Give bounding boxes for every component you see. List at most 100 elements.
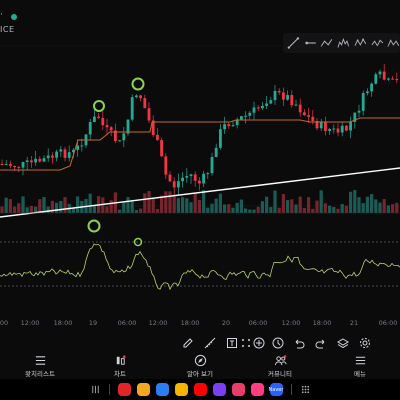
plus-icon[interactable] bbox=[252, 336, 266, 350]
candle-body bbox=[382, 71, 386, 80]
candle-body bbox=[395, 79, 399, 81]
nav-watchlist-label: 왓치리스트 bbox=[25, 370, 55, 378]
volume-bar bbox=[172, 194, 176, 213]
pitchfork-icon[interactable] bbox=[320, 36, 333, 50]
music-app-icon[interactable] bbox=[212, 383, 226, 396]
volume-bar bbox=[391, 204, 395, 213]
price-chart[interactable] bbox=[0, 36, 400, 316]
volume-bar bbox=[63, 197, 67, 213]
chrome-app-icon[interactable] bbox=[174, 383, 188, 396]
messages-app-icon[interactable] bbox=[155, 383, 169, 396]
nav-explore[interactable]: 알아 보기 bbox=[160, 353, 240, 379]
candle-body bbox=[227, 124, 231, 127]
chart-icon bbox=[116, 355, 126, 365]
candle-body bbox=[336, 128, 340, 133]
volume-bar bbox=[239, 199, 243, 213]
volume-bars bbox=[0, 190, 399, 213]
candle-body bbox=[240, 116, 243, 120]
candle-body bbox=[366, 91, 369, 93]
volume-bar bbox=[323, 203, 327, 213]
nav-chart-label: 차트 bbox=[114, 370, 126, 378]
candle-body bbox=[38, 158, 42, 162]
trend-line-drawing[interactable] bbox=[0, 167, 400, 218]
volume-bar bbox=[252, 209, 256, 213]
symbol-header[interactable]: · ICE bbox=[0, 0, 400, 36]
volume-bar bbox=[164, 191, 168, 213]
all-apps-icon[interactable] bbox=[300, 384, 311, 395]
undo-icon[interactable] bbox=[292, 336, 306, 350]
youtube-app-icon[interactable] bbox=[193, 383, 207, 396]
volume-bar bbox=[143, 193, 147, 213]
nav-menu[interactable]: 메뉴 bbox=[320, 353, 400, 379]
price-name-label: ICE bbox=[0, 25, 15, 34]
volume-bar bbox=[382, 199, 386, 213]
osc-signal-circle-1 bbox=[87, 219, 101, 233]
volume-bar bbox=[21, 196, 25, 213]
nav-community[interactable]: 커뮤니티 bbox=[240, 353, 320, 379]
candle-body bbox=[88, 122, 92, 135]
volume-bar bbox=[307, 197, 311, 213]
oscillator-line bbox=[0, 243, 400, 291]
volume-bar bbox=[361, 203, 365, 213]
nav-menu-label: 메뉴 bbox=[354, 370, 366, 378]
volume-bar bbox=[256, 206, 260, 213]
candle-body bbox=[303, 112, 306, 116]
candle-body bbox=[42, 158, 46, 162]
candle-body bbox=[206, 173, 210, 175]
volume-bar bbox=[206, 207, 210, 213]
volume-bar bbox=[155, 209, 159, 213]
volume-bar bbox=[290, 199, 294, 213]
layers-icon[interactable] bbox=[336, 336, 350, 350]
nav-chart[interactable]: 차트 bbox=[80, 353, 160, 379]
nav-watchlist[interactable]: 왓치리스트 bbox=[0, 353, 80, 379]
time-axis-label: 18:00 bbox=[180, 319, 200, 327]
redo-icon[interactable] bbox=[314, 336, 328, 350]
candle-body bbox=[164, 156, 168, 175]
bixby-app-icon[interactable] bbox=[250, 383, 264, 396]
candle-body bbox=[265, 103, 268, 106]
volume-bar bbox=[8, 199, 12, 213]
candle-body bbox=[122, 133, 126, 141]
candle-body bbox=[101, 118, 105, 126]
volume-bar bbox=[370, 194, 374, 213]
elliott-wave-icon[interactable] bbox=[337, 36, 350, 50]
volume-bar bbox=[218, 193, 222, 213]
candle-body bbox=[370, 83, 373, 92]
measure-icon[interactable] bbox=[239, 336, 253, 350]
volume-bar bbox=[294, 204, 298, 213]
candle-body bbox=[214, 147, 218, 158]
volume-bar bbox=[374, 199, 378, 213]
volume-bar bbox=[185, 198, 189, 213]
recent-apps-icon[interactable] bbox=[90, 384, 101, 395]
tradingview-app-icon[interactable]: Naver bbox=[269, 383, 283, 396]
volume-bar bbox=[328, 205, 332, 213]
candle-body bbox=[118, 140, 121, 142]
volume-bar bbox=[336, 208, 340, 213]
settings-icon[interactable] bbox=[358, 336, 372, 350]
candle-body bbox=[185, 176, 189, 178]
pattern-icon[interactable] bbox=[354, 36, 367, 50]
photos-app-icon[interactable] bbox=[136, 383, 150, 396]
candle-body bbox=[25, 160, 29, 163]
candle-body bbox=[202, 173, 205, 184]
trendline-icon[interactable] bbox=[287, 36, 300, 50]
ruler-icon[interactable] bbox=[203, 336, 217, 350]
volume-bar bbox=[311, 208, 315, 213]
triangle-pattern-icon[interactable] bbox=[387, 36, 400, 50]
volume-bar bbox=[365, 196, 369, 213]
horizontal-ray-icon[interactable] bbox=[304, 36, 317, 50]
candle-body bbox=[387, 78, 390, 80]
flipboard-app-icon[interactable] bbox=[117, 383, 131, 396]
alert-clock-icon[interactable] bbox=[271, 336, 285, 350]
community-icon bbox=[274, 355, 287, 366]
pencil-icon[interactable] bbox=[181, 336, 195, 350]
candle-body bbox=[17, 167, 21, 169]
candle-body bbox=[67, 152, 71, 158]
volume-bar bbox=[71, 208, 75, 213]
volume-bar bbox=[378, 202, 382, 213]
candle-body bbox=[235, 119, 239, 126]
text-icon[interactable] bbox=[225, 336, 239, 350]
candle-body bbox=[135, 95, 138, 98]
camera-app-icon[interactable] bbox=[231, 383, 245, 396]
volume-bar bbox=[134, 209, 138, 213]
